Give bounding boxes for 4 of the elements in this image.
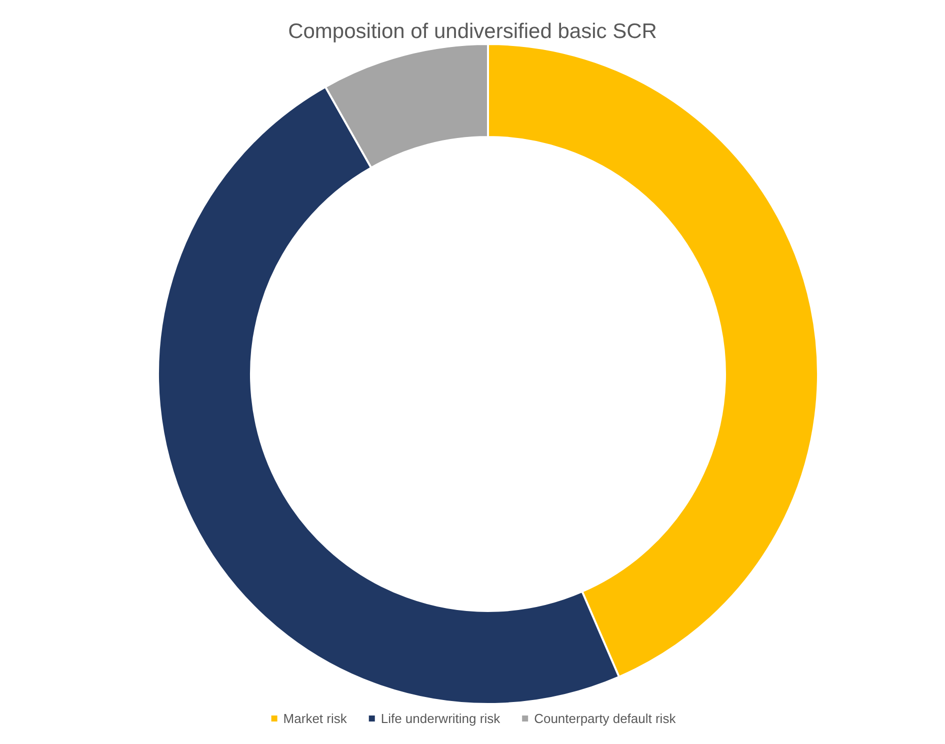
chart-title: Composition of undiversified basic SCR (288, 20, 657, 43)
legend-label: Market risk (283, 711, 348, 726)
legend-label: Counterparty default risk (534, 711, 676, 726)
legend-label: Life underwriting risk (380, 711, 501, 726)
